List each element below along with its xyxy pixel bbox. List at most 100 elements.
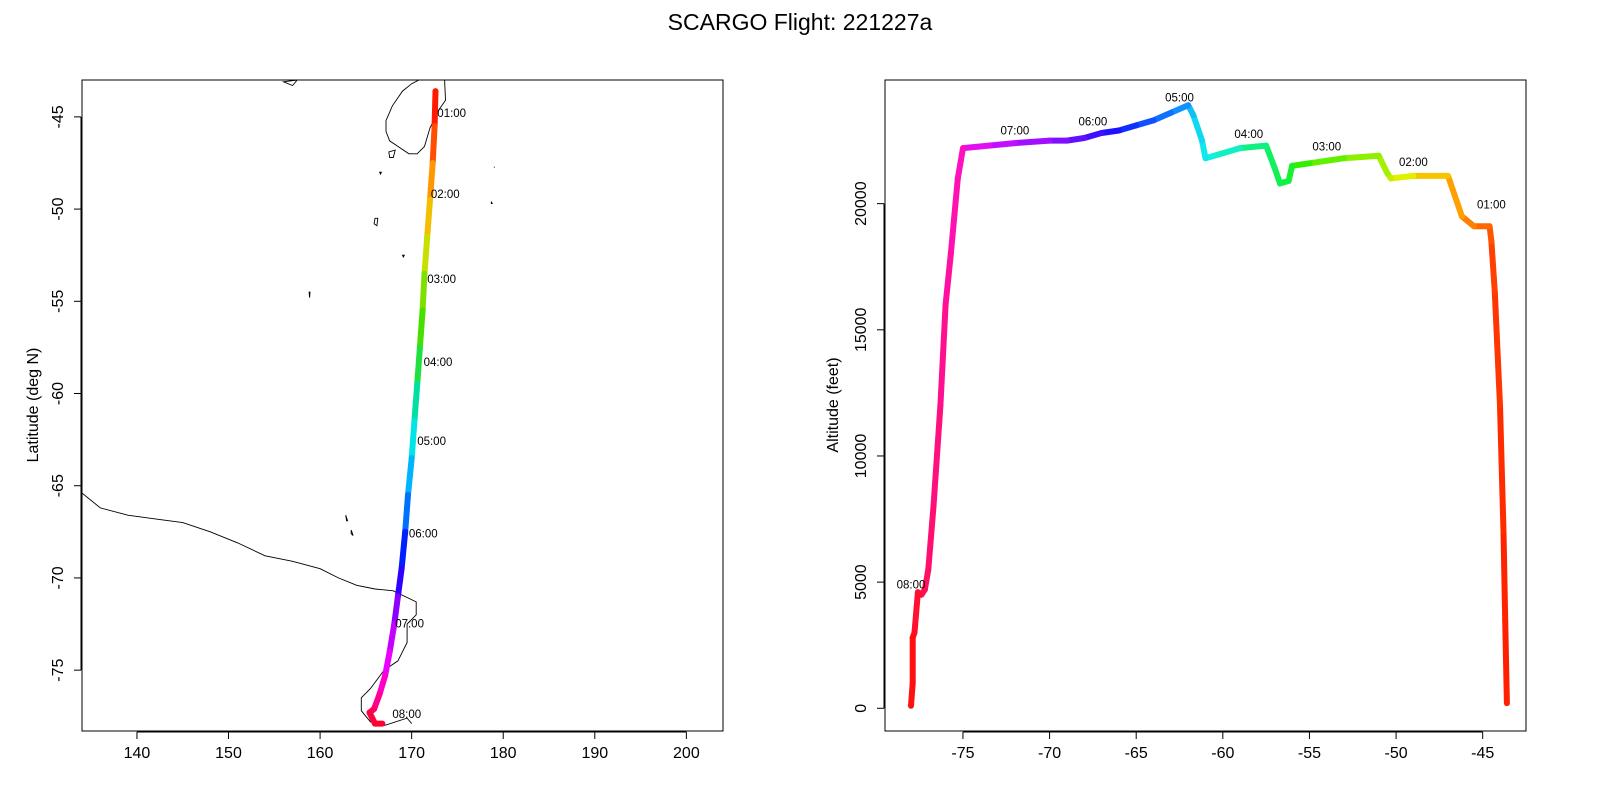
altitude-panel: 01:00 02:00 03:00 04:00 05:00 06:00 07:00 08:00… [825,79,1527,762]
island-outline [345,515,349,522]
track-segment [405,455,415,498]
x-tick-label: -65 [1125,745,1148,762]
track-segment [985,140,1018,149]
track-segment [1081,130,1105,141]
island-outline [378,171,383,176]
track-segment [1115,122,1140,134]
x-tick-label: -60 [1211,745,1234,762]
track-segment [427,160,436,203]
coastline [82,492,417,726]
track-segment [911,589,921,636]
map-y-axis: -45 -50 -55 -60 -65 -70 -75 [50,105,82,682]
track-segment [1263,142,1278,172]
time-label: 01:00 [437,108,466,120]
track-segment [391,593,401,627]
coastlines [82,80,495,726]
track-segment [1133,117,1157,129]
track-segment [424,196,433,240]
y-tick-label: 15000 [853,307,870,352]
island-outline [401,254,406,259]
track-segment [411,381,421,425]
track-segment [960,142,992,152]
time-label: 08:00 [392,709,421,721]
track-segment [431,88,439,130]
time-label: 05:00 [417,436,446,448]
track-segment [930,402,944,510]
x-tick-label: 190 [581,745,608,762]
track-segment [937,301,949,409]
track-segment [1387,172,1417,182]
track-segment [419,270,428,314]
map-panel: 01:00 02:00 03:00 04:00 05:00 06:00 07:00 08:00… [25,79,724,762]
altitude-x-axis: -75 -70 -65 -60 -55 -50 -45 [951,731,1494,762]
island-outline [373,217,379,227]
track-segment [421,233,431,277]
x-tick-label: 170 [398,745,425,762]
track-segment [376,672,389,698]
track-segment [1445,172,1465,220]
track-segment [954,145,966,182]
flight-track [366,88,439,727]
x-tick-label: -45 [1471,745,1494,762]
altitude-y-axis-label: Altitude (feet) [825,357,842,452]
x-tick-label: -50 [1385,745,1408,762]
time-label: 08:00 [897,579,926,591]
track-segment [1491,289,1503,409]
island-outline [490,201,493,205]
track-segment [429,123,438,166]
track-segment [947,175,961,258]
altitude-plot-frame [884,79,1527,732]
altitude-track [908,102,1510,709]
track-segment [1237,142,1270,152]
time-label: 07:00 [395,619,424,631]
island-outline [388,149,396,158]
time-label: 03:00 [1312,142,1341,154]
track-segment [382,648,393,679]
time-label: 02:00 [431,189,460,201]
y-tick-label: -65 [50,474,67,497]
track-segment [414,344,423,388]
track-segment [1150,109,1174,124]
y-tick-label: 5000 [853,564,870,600]
time-labels: 01:00 02:00 03:00 04:00 05:00 06:00 07:00 08:00 [392,108,466,721]
x-tick-label: 200 [673,745,700,762]
track-segment [1306,155,1348,167]
island-outline [308,291,311,298]
time-label: 05:00 [1165,92,1194,104]
map-y-axis-label: Latitude (deg N) [25,348,42,463]
track-segment [1502,617,1510,707]
x-tick-label: -70 [1038,745,1061,762]
x-tick-label: 150 [215,745,242,762]
time-label: 06:00 [409,528,438,540]
track-segment [1190,112,1205,144]
time-labels: 01:00 02:00 03:00 04:00 05:00 06:00 07:00 08:00 [897,92,1506,591]
track-segment [1497,402,1507,535]
time-label: 04:00 [424,357,453,369]
track-segment [1341,152,1382,162]
track-segment [416,307,426,351]
y-tick-label: 20000 [853,181,870,226]
track-segment [1011,137,1053,147]
x-tick-label: 180 [490,745,517,762]
time-label: 06:00 [1079,116,1108,128]
time-label: 04:00 [1234,129,1263,141]
x-tick-label: -75 [951,745,974,762]
x-tick-label: 140 [124,745,151,762]
map-plot-frame [81,79,724,732]
track-segment [394,565,405,600]
track-segment [921,566,932,593]
track-segment [908,680,916,709]
map-x-axis: 140 150 160 170 180 190 200 [124,731,700,762]
y-tick-label: -50 [50,197,67,220]
track-segment [1211,145,1244,159]
y-tick-label: -55 [50,290,67,313]
y-tick-label: -60 [50,382,67,405]
altitude-y-axis: 0 5000 10000 15000 20000 [853,181,885,713]
time-label: 01:00 [1477,200,1506,212]
track-segment [402,491,411,535]
coastline [385,80,446,155]
x-tick-label: -55 [1298,745,1321,762]
track-segment [1500,528,1509,623]
figure-title: SCARGO Flight: 221227a [667,9,933,35]
